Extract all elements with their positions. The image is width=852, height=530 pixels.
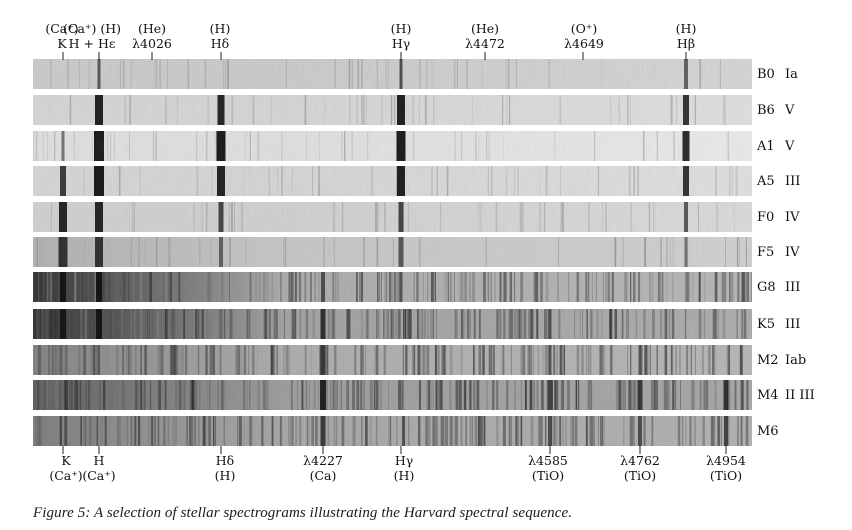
figure-caption: Figure 5: A selection of stellar spectro…	[33, 505, 573, 521]
spectrum-strip	[33, 272, 752, 302]
top-label-line2: Hγ	[392, 36, 410, 51]
spectral-type: F0	[757, 210, 774, 225]
top-label-line2: Hβ	[677, 36, 695, 51]
bottom-label-line2: (Ca⁺)	[82, 468, 115, 483]
spectrum-strip	[33, 345, 752, 375]
top-label-line1: (H)	[210, 21, 231, 36]
luminosity-class: V	[784, 139, 795, 154]
top-label-line1: (H)	[676, 21, 697, 36]
spectral-class-labels: B0 Ia B6 V A1 V A5 III F0 IV F5 IV G8 III K5 III M2 Iab M4…	[756, 67, 815, 439]
bottom-label-line1: λ4585	[528, 453, 568, 468]
spectral-type: K5	[757, 317, 775, 332]
top-label-line1: (O⁺)	[571, 21, 598, 36]
spectral-type: M6	[757, 424, 779, 439]
bottom-line-labels: K(Ca⁺)H(Ca⁺)Hδ(H)λ4227(Ca)Hγ(H)λ4585(TiO…	[49, 453, 746, 483]
top-label-line2: λ4026	[132, 36, 172, 51]
bottom-label-line2: (TiO)	[710, 468, 742, 483]
top-label-line1: (He)	[471, 21, 499, 36]
luminosity-class: III	[785, 317, 800, 332]
spectrum-strip	[33, 309, 752, 339]
line-pointers	[62, 52, 727, 454]
bottom-label-line2: (H)	[215, 468, 236, 483]
bottom-label-line2: (Ca⁺)	[49, 468, 82, 483]
spectrum-strip	[33, 202, 752, 232]
luminosity-class: V	[784, 103, 795, 118]
top-line-labels: (Ca⁺)K(Ca⁺) (H)H + Hε(He)λ4026(H)Hδ(H)Hγ…	[45, 21, 696, 51]
bottom-label-line1: H	[94, 453, 105, 468]
spectrum-strip	[33, 95, 752, 125]
bottom-label-line1: Hδ	[216, 453, 234, 468]
top-label-line1: (Ca⁺)	[45, 21, 78, 36]
luminosity-class: III	[785, 174, 800, 189]
bottom-label-line2: (TiO)	[624, 468, 656, 483]
luminosity-class: II III	[785, 388, 815, 403]
bottom-label-line1: λ4954	[706, 453, 746, 468]
luminosity-class: Iab	[785, 353, 806, 368]
luminosity-class: IV	[785, 245, 800, 260]
spectrum-strip	[33, 237, 752, 267]
luminosity-class: IV	[785, 210, 800, 225]
bottom-label-line2: (H)	[394, 468, 415, 483]
spectral-type: B6	[757, 103, 775, 118]
spectra-strips	[33, 59, 752, 446]
top-label-line2: Hδ	[211, 36, 229, 51]
spectral-type: B0	[757, 67, 775, 82]
top-label-line2: K	[57, 36, 67, 51]
spectral-type: A5	[756, 174, 775, 189]
spectral-type: M4	[757, 388, 779, 403]
spectral-type: F5	[757, 245, 774, 260]
bottom-label-line1: λ4227	[303, 453, 343, 468]
spectrum-strip	[33, 59, 752, 89]
bottom-label-line2: (Ca)	[310, 468, 337, 483]
top-label-line1: (H)	[391, 21, 412, 36]
spectrum-strip	[33, 416, 752, 446]
top-label-line2: H + Hε	[69, 36, 116, 51]
spectral-type: A1	[756, 139, 775, 154]
bottom-label-line1: λ4762	[620, 453, 660, 468]
spectrum-strip	[33, 380, 752, 410]
spectrum-strip	[33, 166, 752, 196]
bottom-label-line2: (TiO)	[532, 468, 564, 483]
top-label-line1: (Ca⁺) (H)	[63, 21, 121, 36]
luminosity-class: Ia	[785, 67, 798, 82]
spectral-type: M2	[757, 353, 779, 368]
spectrum-strip	[33, 131, 752, 161]
top-label-line1: (He)	[138, 21, 166, 36]
luminosity-class: III	[785, 280, 800, 295]
bottom-label-line1: K	[61, 453, 71, 468]
spectral-type: G8	[757, 280, 776, 295]
bottom-label-line1: Hγ	[395, 453, 413, 468]
top-label-line2: λ4472	[465, 36, 505, 51]
top-label-line2: λ4649	[564, 36, 604, 51]
